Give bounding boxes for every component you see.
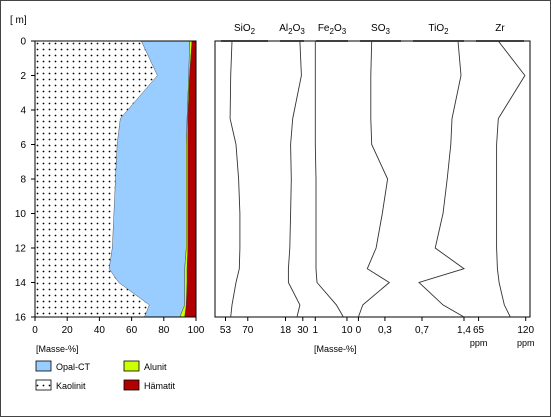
- panel-title-al2o3: Al2O3: [279, 23, 305, 36]
- profile-line-so3: [357, 40, 391, 318]
- panel-tick-label: 120: [517, 325, 534, 336]
- x-tick-label: 60: [126, 325, 138, 336]
- legend-swatch: [35, 379, 52, 391]
- x-tick-label: 20: [62, 325, 74, 336]
- panel-title-sio2: SiO2: [234, 23, 256, 36]
- panel-tick-label: 0,3: [378, 325, 392, 336]
- x-tick-label: 0: [32, 325, 38, 336]
- legend-label: Opal-CT: [56, 362, 91, 372]
- y-tick-label: 16: [15, 313, 27, 324]
- x-tick-label: 40: [94, 325, 106, 336]
- panel-title-fe2o3: Fe2O3: [318, 23, 347, 36]
- panel-tick-label: 30: [297, 325, 309, 336]
- area-kaolinit: [35, 41, 158, 317]
- profile-line-zr: [496, 40, 526, 318]
- panel-tick-label: 18: [280, 325, 292, 336]
- panel-tick-unit: ppm: [517, 338, 535, 348]
- y-tick-label: 8: [20, 175, 26, 186]
- y-tick-label: 6: [20, 140, 26, 151]
- panel-title-zr: Zr: [495, 23, 505, 34]
- y-tick-label: 14: [15, 278, 27, 289]
- panel-tick-label: 0,7: [415, 325, 429, 336]
- y-tick-label: 10: [15, 209, 27, 220]
- element-profile-panels: SiO2 53 70 Al2O3 18 30 Fe2O3 1 10 SO3 0 0,3 TiO2 0,7 1…: [214, 23, 535, 354]
- profile-line-sio2: [229, 40, 241, 318]
- legend-swatch: [123, 379, 140, 391]
- x-axis-label: [Masse-%]: [36, 344, 79, 354]
- panel-tick-label: 65: [473, 325, 485, 336]
- y-tick-label: 12: [15, 244, 27, 255]
- panel-tick-label: 10: [341, 325, 353, 336]
- panel-tick-label: 0: [356, 325, 362, 336]
- x-tick-label: 100: [188, 325, 205, 336]
- y-axis-unit-label: [ m]: [10, 15, 27, 26]
- profiles-x-axis-label: [Masse-%]: [314, 344, 357, 354]
- mineral-composition-chart: 0 2 4 6 8 10 12 14 16 [ m] 0 20 40 60 80 100 [Masse-%]: [10, 15, 205, 354]
- legend-label: Kaolinit: [56, 381, 86, 391]
- x-tick-label: 80: [158, 325, 170, 336]
- legend-label: Hämatit: [144, 381, 176, 391]
- panel-title-so3: SO3: [371, 23, 390, 36]
- profile-line-al2o3: [287, 40, 302, 318]
- panel-tick-unit: ppm: [470, 338, 488, 348]
- legend-label: Alunit: [144, 362, 167, 372]
- panel-tick-label: 70: [242, 325, 254, 336]
- profiles-frame: [214, 40, 531, 318]
- panel-tick-label: 53: [220, 325, 232, 336]
- y-tick-label: 2: [20, 71, 26, 82]
- y-tick-label: 4: [20, 106, 26, 117]
- chart-legend: Opal-CT Alunit Kaolinit Hämatit: [35, 360, 176, 391]
- legend-swatch: [35, 360, 52, 372]
- panel-tick-label: 1: [312, 325, 318, 336]
- profile-line-fe2o3: [314, 41, 344, 318]
- legend-swatch: [123, 360, 140, 372]
- profile-line-tio2: [418, 40, 465, 318]
- y-tick-label: 0: [20, 37, 26, 48]
- panel-title-tio2: TiO2: [428, 23, 449, 36]
- panel-tick-label: 1,4: [457, 325, 471, 336]
